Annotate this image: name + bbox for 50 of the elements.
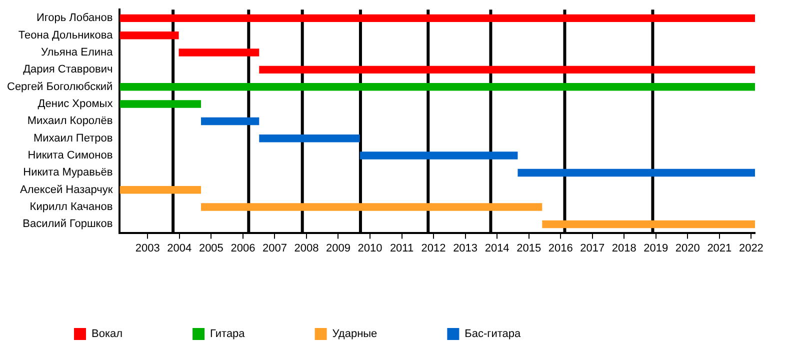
bar bbox=[120, 14, 755, 22]
bar bbox=[360, 152, 518, 160]
bar bbox=[201, 117, 260, 126]
x-tick-label: 2006 bbox=[230, 242, 256, 254]
x-tick-label: 2009 bbox=[326, 242, 350, 254]
y-tick-label: Никита Муравьёв bbox=[23, 166, 113, 179]
x-tick-label: 2017 bbox=[580, 242, 605, 254]
bar bbox=[178, 48, 260, 56]
x-tick-label: 2019 bbox=[644, 242, 668, 254]
bar bbox=[120, 186, 202, 194]
legend-label: Вокал bbox=[92, 328, 123, 340]
y-tick-label: Сергей Боголюбский bbox=[6, 80, 113, 93]
x-tick-label: 2008 bbox=[294, 242, 319, 254]
y-tick-label: Теона Дольникова bbox=[18, 29, 114, 42]
x-tick-label: 2016 bbox=[548, 242, 573, 254]
x-tick-label: 2007 bbox=[262, 242, 287, 254]
legend-label: Гитара bbox=[210, 328, 246, 340]
x-tick-label: 2011 bbox=[390, 242, 414, 254]
x-tick-label: 2005 bbox=[198, 242, 224, 254]
x-tick-label: 2014 bbox=[484, 242, 510, 254]
bar bbox=[120, 100, 202, 108]
x-tick-label: 2018 bbox=[612, 242, 636, 254]
y-tick-label: Алексей Назарчук bbox=[20, 184, 113, 196]
y-tick-label: Дария Ставрович bbox=[23, 64, 113, 76]
legend-label: Бас-гитара bbox=[464, 328, 522, 340]
x-tick-label: 2013 bbox=[453, 242, 478, 254]
y-tick-label: Михаил Королёв bbox=[27, 115, 113, 128]
y-tick-label: Василий Горшков bbox=[22, 218, 113, 230]
y-tick-label: Михаил Петров bbox=[33, 132, 113, 144]
x-tick-label: 2021 bbox=[707, 242, 732, 254]
x-tick-label: 2010 bbox=[358, 242, 382, 254]
bar bbox=[120, 31, 179, 40]
x-tick-label: 2015 bbox=[516, 242, 542, 254]
x-tick-label: 2012 bbox=[421, 242, 446, 254]
bar bbox=[259, 66, 755, 74]
x-tick-label: 2003 bbox=[135, 242, 160, 254]
x-tick-label: 2020 bbox=[675, 242, 700, 254]
y-tick-label: Денис Хромых bbox=[38, 98, 114, 110]
y-tick-label: Никита Симонов bbox=[28, 150, 113, 162]
x-tick-label: 2004 bbox=[167, 242, 192, 254]
bar bbox=[201, 203, 542, 211]
legend-label: Ударные bbox=[332, 328, 378, 340]
x-tick-label: 2022 bbox=[738, 242, 764, 254]
bar bbox=[120, 83, 755, 91]
bar bbox=[542, 220, 755, 228]
y-tick-label: Кирилл Качанов bbox=[30, 201, 113, 214]
bar bbox=[518, 168, 755, 177]
bar bbox=[259, 134, 360, 142]
y-tick-label: Игорь Лобанов bbox=[36, 12, 113, 24]
y-tick-label: Ульяна Елина bbox=[40, 46, 114, 59]
